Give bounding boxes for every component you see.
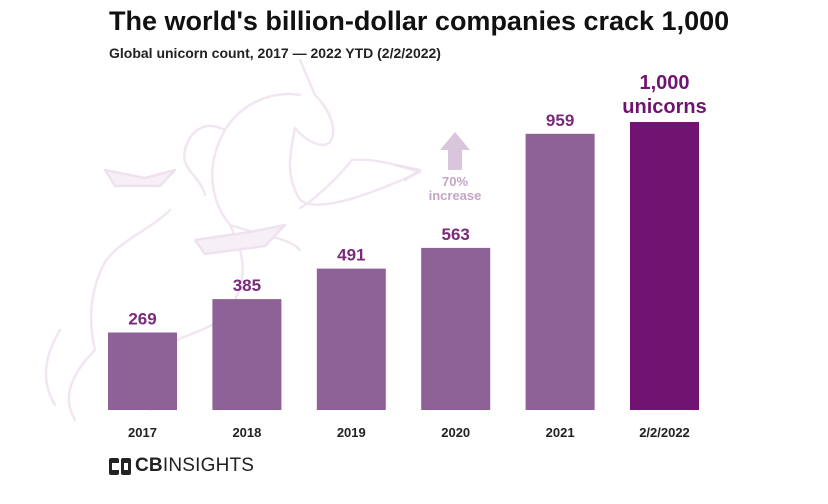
bar-2021 xyxy=(525,133,595,411)
value-label: 269 xyxy=(128,310,156,329)
x-tick-label: 2019 xyxy=(337,425,366,440)
unicorn-count-bar-chart: 70% increase 269 385 491 563 959 1,000unicorn… xyxy=(44,58,707,440)
increase-annotation: 70% increase xyxy=(429,132,482,203)
x-tick-label: 2018 xyxy=(232,425,261,440)
increase-arrow-icon xyxy=(440,132,470,170)
bar-2018 xyxy=(212,299,282,410)
x-tick-label: 2/2/2022 xyxy=(639,425,690,440)
bar-2-2-2022 xyxy=(630,122,699,410)
annotation-line-2: increase xyxy=(429,188,482,203)
bar-2020 xyxy=(421,247,491,410)
value-label: 491 xyxy=(337,246,365,265)
value-label: 1,000 xyxy=(639,72,689,94)
x-tick-label: 2020 xyxy=(441,425,470,440)
chart-title: The world's billion-dollar companies cra… xyxy=(109,6,730,36)
value-label: 563 xyxy=(442,225,470,244)
chart-subtitle: Global unicorn count, 2017 — 2022 YTD (2… xyxy=(109,45,441,61)
annotation-line-1: 70% xyxy=(442,174,468,189)
value-label: unicorns xyxy=(622,96,706,118)
cb-insights-wordmark: CBINSIGHTS xyxy=(135,455,255,476)
value-label: 385 xyxy=(233,276,261,295)
x-tick-label: 2021 xyxy=(546,425,575,440)
bar-2019 xyxy=(316,268,386,410)
cb-insights-logo-icon xyxy=(109,457,131,475)
bar-2017 xyxy=(108,332,177,410)
cb-insights-logo: CBINSIGHTS xyxy=(109,455,254,477)
x-tick-label: 2017 xyxy=(128,425,157,440)
value-label: 959 xyxy=(546,111,574,130)
unicorn-background-icon xyxy=(44,58,422,422)
